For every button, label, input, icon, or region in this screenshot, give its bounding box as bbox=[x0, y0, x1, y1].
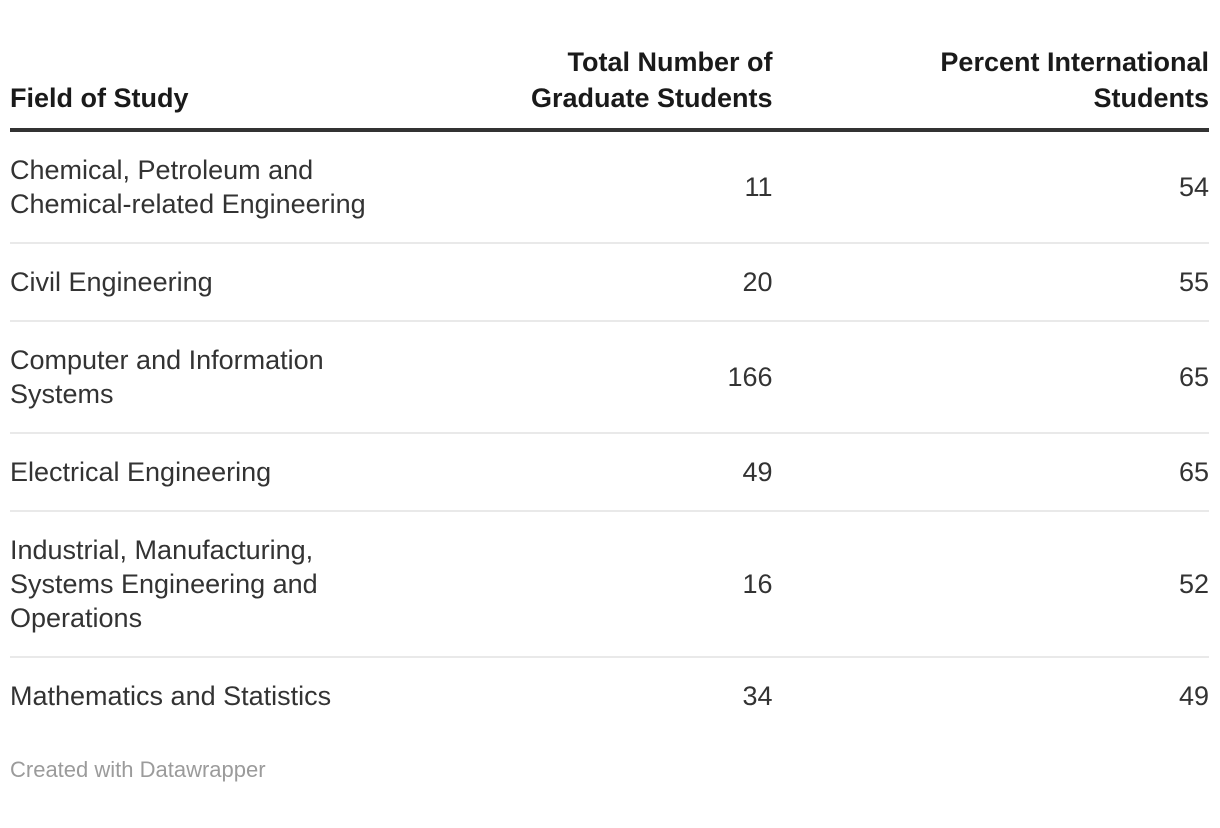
percent-international-cell: 65 bbox=[772, 321, 1209, 434]
total-graduate-students-cell: 49 bbox=[489, 433, 773, 512]
table-row: Chemical, Petroleum and Chemical-related… bbox=[10, 130, 1209, 244]
percent-international-cell: 55 bbox=[772, 243, 1209, 322]
table-header-row: Field of Study Total Number of Graduate … bbox=[10, 44, 1209, 132]
field-of-study-cell: Chemical, Petroleum and Chemical-related… bbox=[10, 130, 490, 244]
col-header-percent-international-students: Percent International Students bbox=[772, 44, 1209, 132]
total-graduate-students-cell: 16 bbox=[489, 511, 773, 658]
field-of-study-cell: Mathematics and Statistics bbox=[10, 681, 332, 711]
percent-international-cell: 49 bbox=[1178, 681, 1209, 711]
datawrapper-table-page: Field of Study Total Number of Graduate … bbox=[0, 44, 1220, 784]
field-of-study-cell: Computer and Information Systems bbox=[10, 321, 490, 434]
table-row: Electrical Engineering 49 65 bbox=[10, 433, 1209, 512]
total-graduate-students-cell: 11 bbox=[489, 130, 773, 244]
col-header-field-of-study: Field of Study bbox=[10, 44, 490, 132]
table-row: Mathematics and Statistics 34 49 bbox=[10, 657, 1209, 734]
field-of-study-cell: Industrial, Manufacturing, Systems Engin… bbox=[10, 511, 490, 658]
table-row: Computer and Information Systems 166 65 bbox=[10, 321, 1209, 434]
data-table: Field of Study Total Number of Graduate … bbox=[10, 44, 1209, 734]
table-row: Civil Engineering 20 55 bbox=[10, 243, 1209, 322]
percent-international-cell: 65 bbox=[772, 433, 1209, 512]
percent-international-cell: 52 bbox=[772, 511, 1209, 658]
total-graduate-students-cell: 34 bbox=[742, 681, 773, 711]
total-graduate-students-cell: 166 bbox=[489, 321, 773, 434]
datawrapper-attribution[interactable]: Created with Datawrapper bbox=[10, 757, 266, 782]
percent-international-cell: 54 bbox=[772, 130, 1209, 244]
field-of-study-cell: Civil Engineering bbox=[10, 243, 490, 322]
total-graduate-students-cell: 20 bbox=[489, 243, 773, 322]
table-row: Industrial, Manufacturing, Systems Engin… bbox=[10, 511, 1209, 658]
col-header-total-graduate-students: Total Number of Graduate Students bbox=[489, 44, 773, 132]
field-of-study-cell: Electrical Engineering bbox=[10, 433, 490, 512]
